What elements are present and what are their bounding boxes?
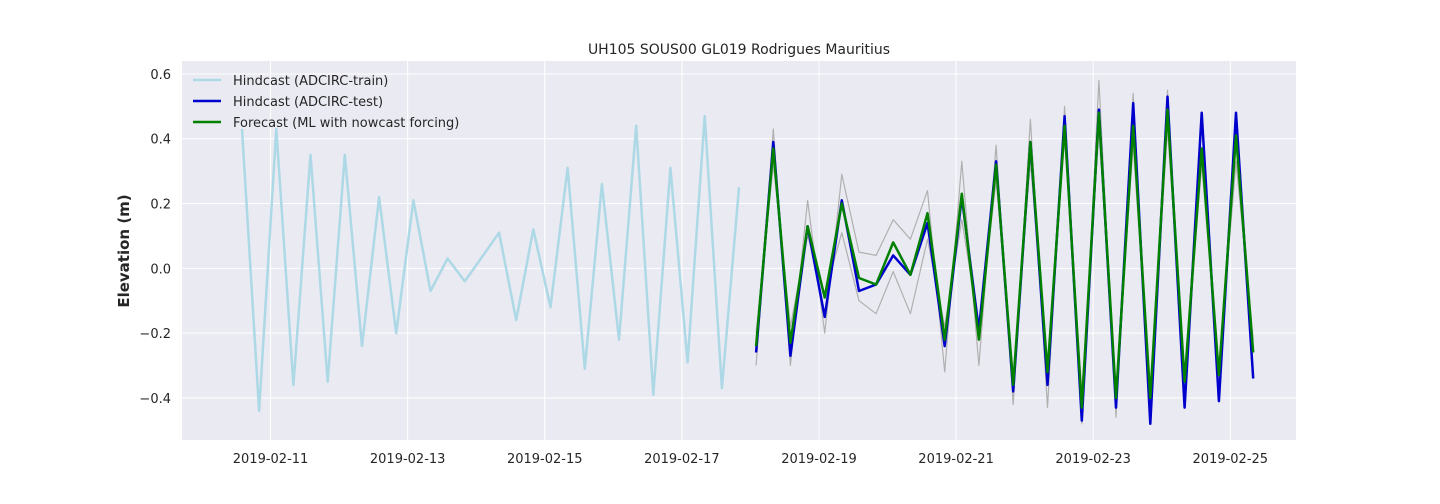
x-tick-label: 2019-02-13 [370,452,446,467]
x-tick-label: 2019-02-11 [233,452,309,467]
x-tick-label: 2019-02-21 [918,452,994,467]
legend-label: Hindcast (ADCIRC-train) [233,74,388,89]
y-tick-label: 0.4 [150,133,171,148]
y-tick-label: 0.2 [150,198,171,213]
x-tick-label: 2019-02-19 [781,452,857,467]
legend-label: Hindcast (ADCIRC-test) [233,95,383,110]
x-tick-label: 2019-02-25 [1193,452,1269,467]
chart-title: UH105 SOUS00 GL019 Rodrigues Mauritius [588,42,890,58]
legend-label: Forecast (ML with nowcast forcing) [233,116,459,131]
tick-labels: −0.4 −0.2 0.0 0.2 0.4 0.6 2019-02-11 2019-02-13… [139,68,1268,467]
series-layer [240,79,1255,426]
x-tick-label: 2019-02-23 [1055,452,1131,467]
plot-area [182,61,1296,440]
series-line-ml-forecast [754,108,1255,409]
y-tick-label: −0.2 [139,327,171,342]
y-tick-label: 0.6 [150,68,171,83]
grid-lines [182,61,1296,440]
y-axis-label: Elevation (m) [115,194,133,307]
y-tick-label: −0.4 [139,392,171,407]
series-line-adcirc-train [240,114,741,413]
x-tick-label: 2019-02-17 [644,452,720,467]
legend: Hindcast (ADCIRC-train) Hindcast (ADCIRC-… [193,74,459,131]
x-tick-label: 2019-02-15 [507,452,583,467]
y-tick-label: 0.0 [150,262,171,277]
